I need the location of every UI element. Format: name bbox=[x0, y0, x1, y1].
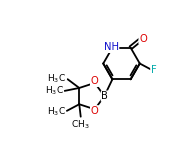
Text: B: B bbox=[101, 91, 108, 101]
Text: CH$_3$: CH$_3$ bbox=[71, 118, 90, 131]
Text: NH: NH bbox=[104, 42, 119, 52]
Text: F: F bbox=[151, 65, 156, 75]
Text: H$_3$C: H$_3$C bbox=[47, 105, 66, 118]
Text: H$_3$C: H$_3$C bbox=[45, 85, 64, 97]
Text: H$_3$C: H$_3$C bbox=[47, 73, 66, 85]
Text: O: O bbox=[139, 34, 147, 44]
Text: O: O bbox=[91, 77, 98, 86]
Text: O: O bbox=[91, 106, 98, 116]
